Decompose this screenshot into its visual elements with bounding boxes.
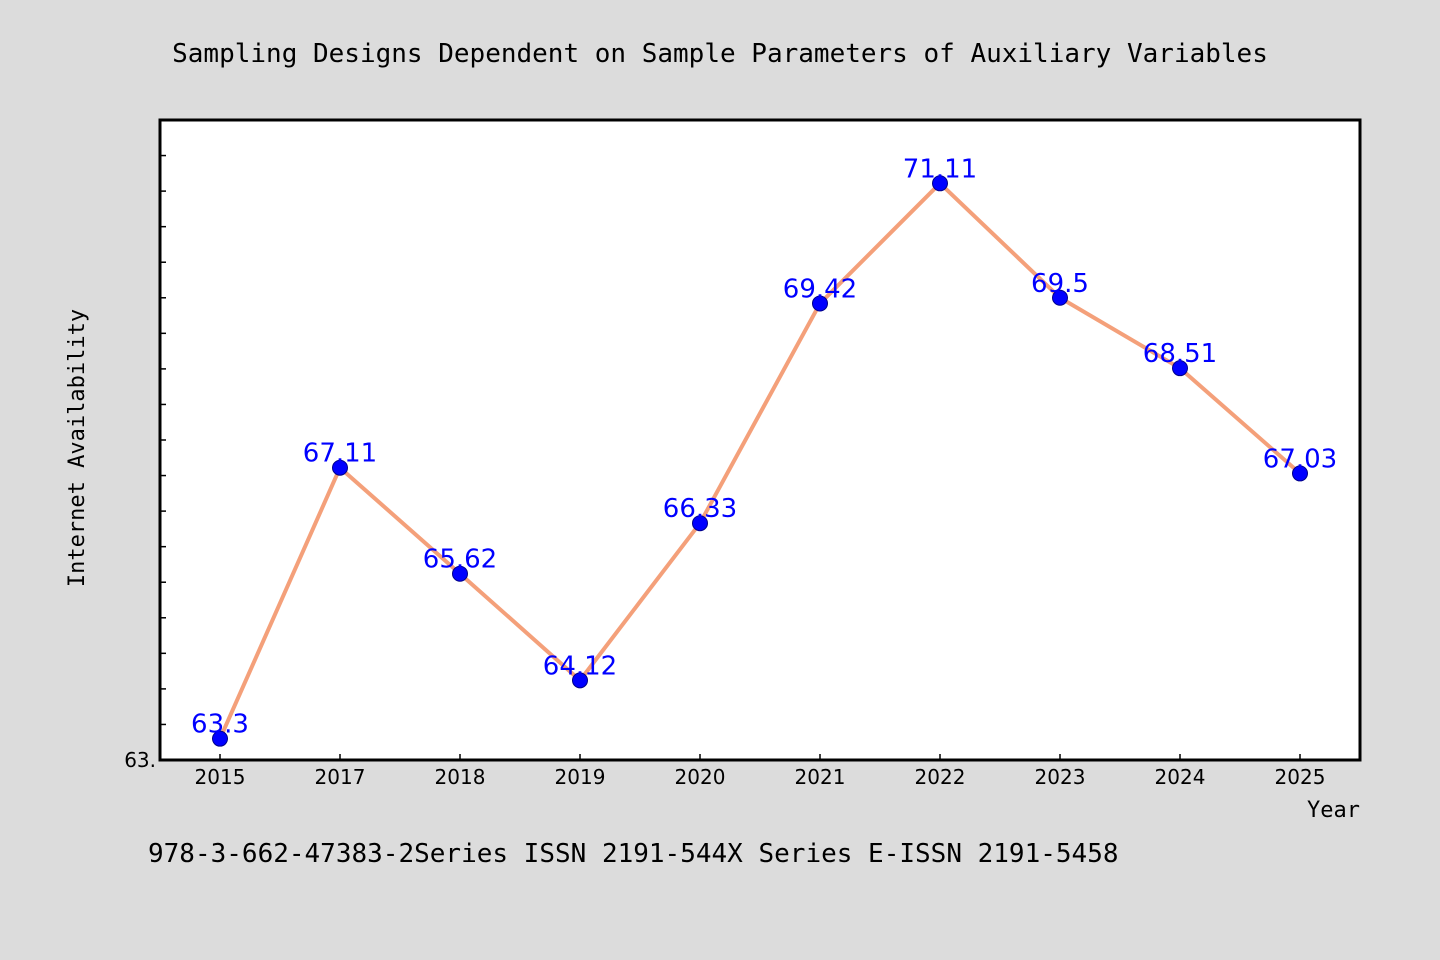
data-point (1292, 465, 1308, 482)
data-label: 65.62 (423, 545, 497, 575)
x-tick-label: 2023 (1035, 765, 1086, 789)
y-tick-label: 63. (124, 748, 156, 772)
data-label: 69.5 (1031, 269, 1089, 299)
y-axis-label: Internet Availability (65, 309, 90, 587)
plot-area (160, 120, 1360, 760)
data-label: 69.42 (783, 274, 857, 304)
data-point (1052, 289, 1068, 306)
data-label: 64.12 (543, 651, 617, 681)
x-tick-label: 2020 (675, 765, 726, 789)
x-tick-label: 2021 (795, 765, 846, 789)
x-tick-label: 2024 (1155, 765, 1206, 789)
footer-isbn-text: 978-3-662-47383-2Series ISSN 2191-544X S… (148, 839, 1119, 869)
data-label: 71.11 (903, 154, 977, 184)
data-label: 67.03 (1263, 444, 1337, 474)
series-line (218, 181, 1302, 740)
data-point (212, 730, 228, 747)
data-point (332, 459, 348, 476)
x-tick-label: 2018 (435, 765, 486, 789)
data-point (692, 515, 708, 532)
data-point (1172, 360, 1188, 377)
x-tick-label: 2017 (315, 765, 366, 789)
x-axis-label: Year (1307, 798, 1360, 823)
x-tick-label: 2015 (195, 765, 246, 789)
data-point (572, 672, 588, 689)
x-axis-ticks: 2015 2017 2018 2019 2020 2021 2022 2023 2024 2025 (195, 754, 1326, 789)
data-point (812, 295, 828, 312)
data-point (452, 565, 468, 582)
data-label: 63.3 (191, 710, 249, 740)
plot-border (158, 118, 1362, 762)
data-label: 67.11 (303, 439, 377, 469)
x-tick-label: 2019 (555, 765, 606, 789)
data-label: 66.33 (663, 494, 737, 524)
data-point (932, 175, 948, 192)
chart-title: Sampling Designs Dependent on Sample Par… (172, 39, 1268, 69)
data-label: 68.51 (1143, 339, 1217, 369)
x-tick-label: 2022 (915, 765, 966, 789)
x-tick-label: 2025 (1275, 765, 1326, 789)
series-group: 63.3 67.11 65.62 64.12 66.33 69.42 71.11 69.5 68… (191, 154, 1337, 747)
